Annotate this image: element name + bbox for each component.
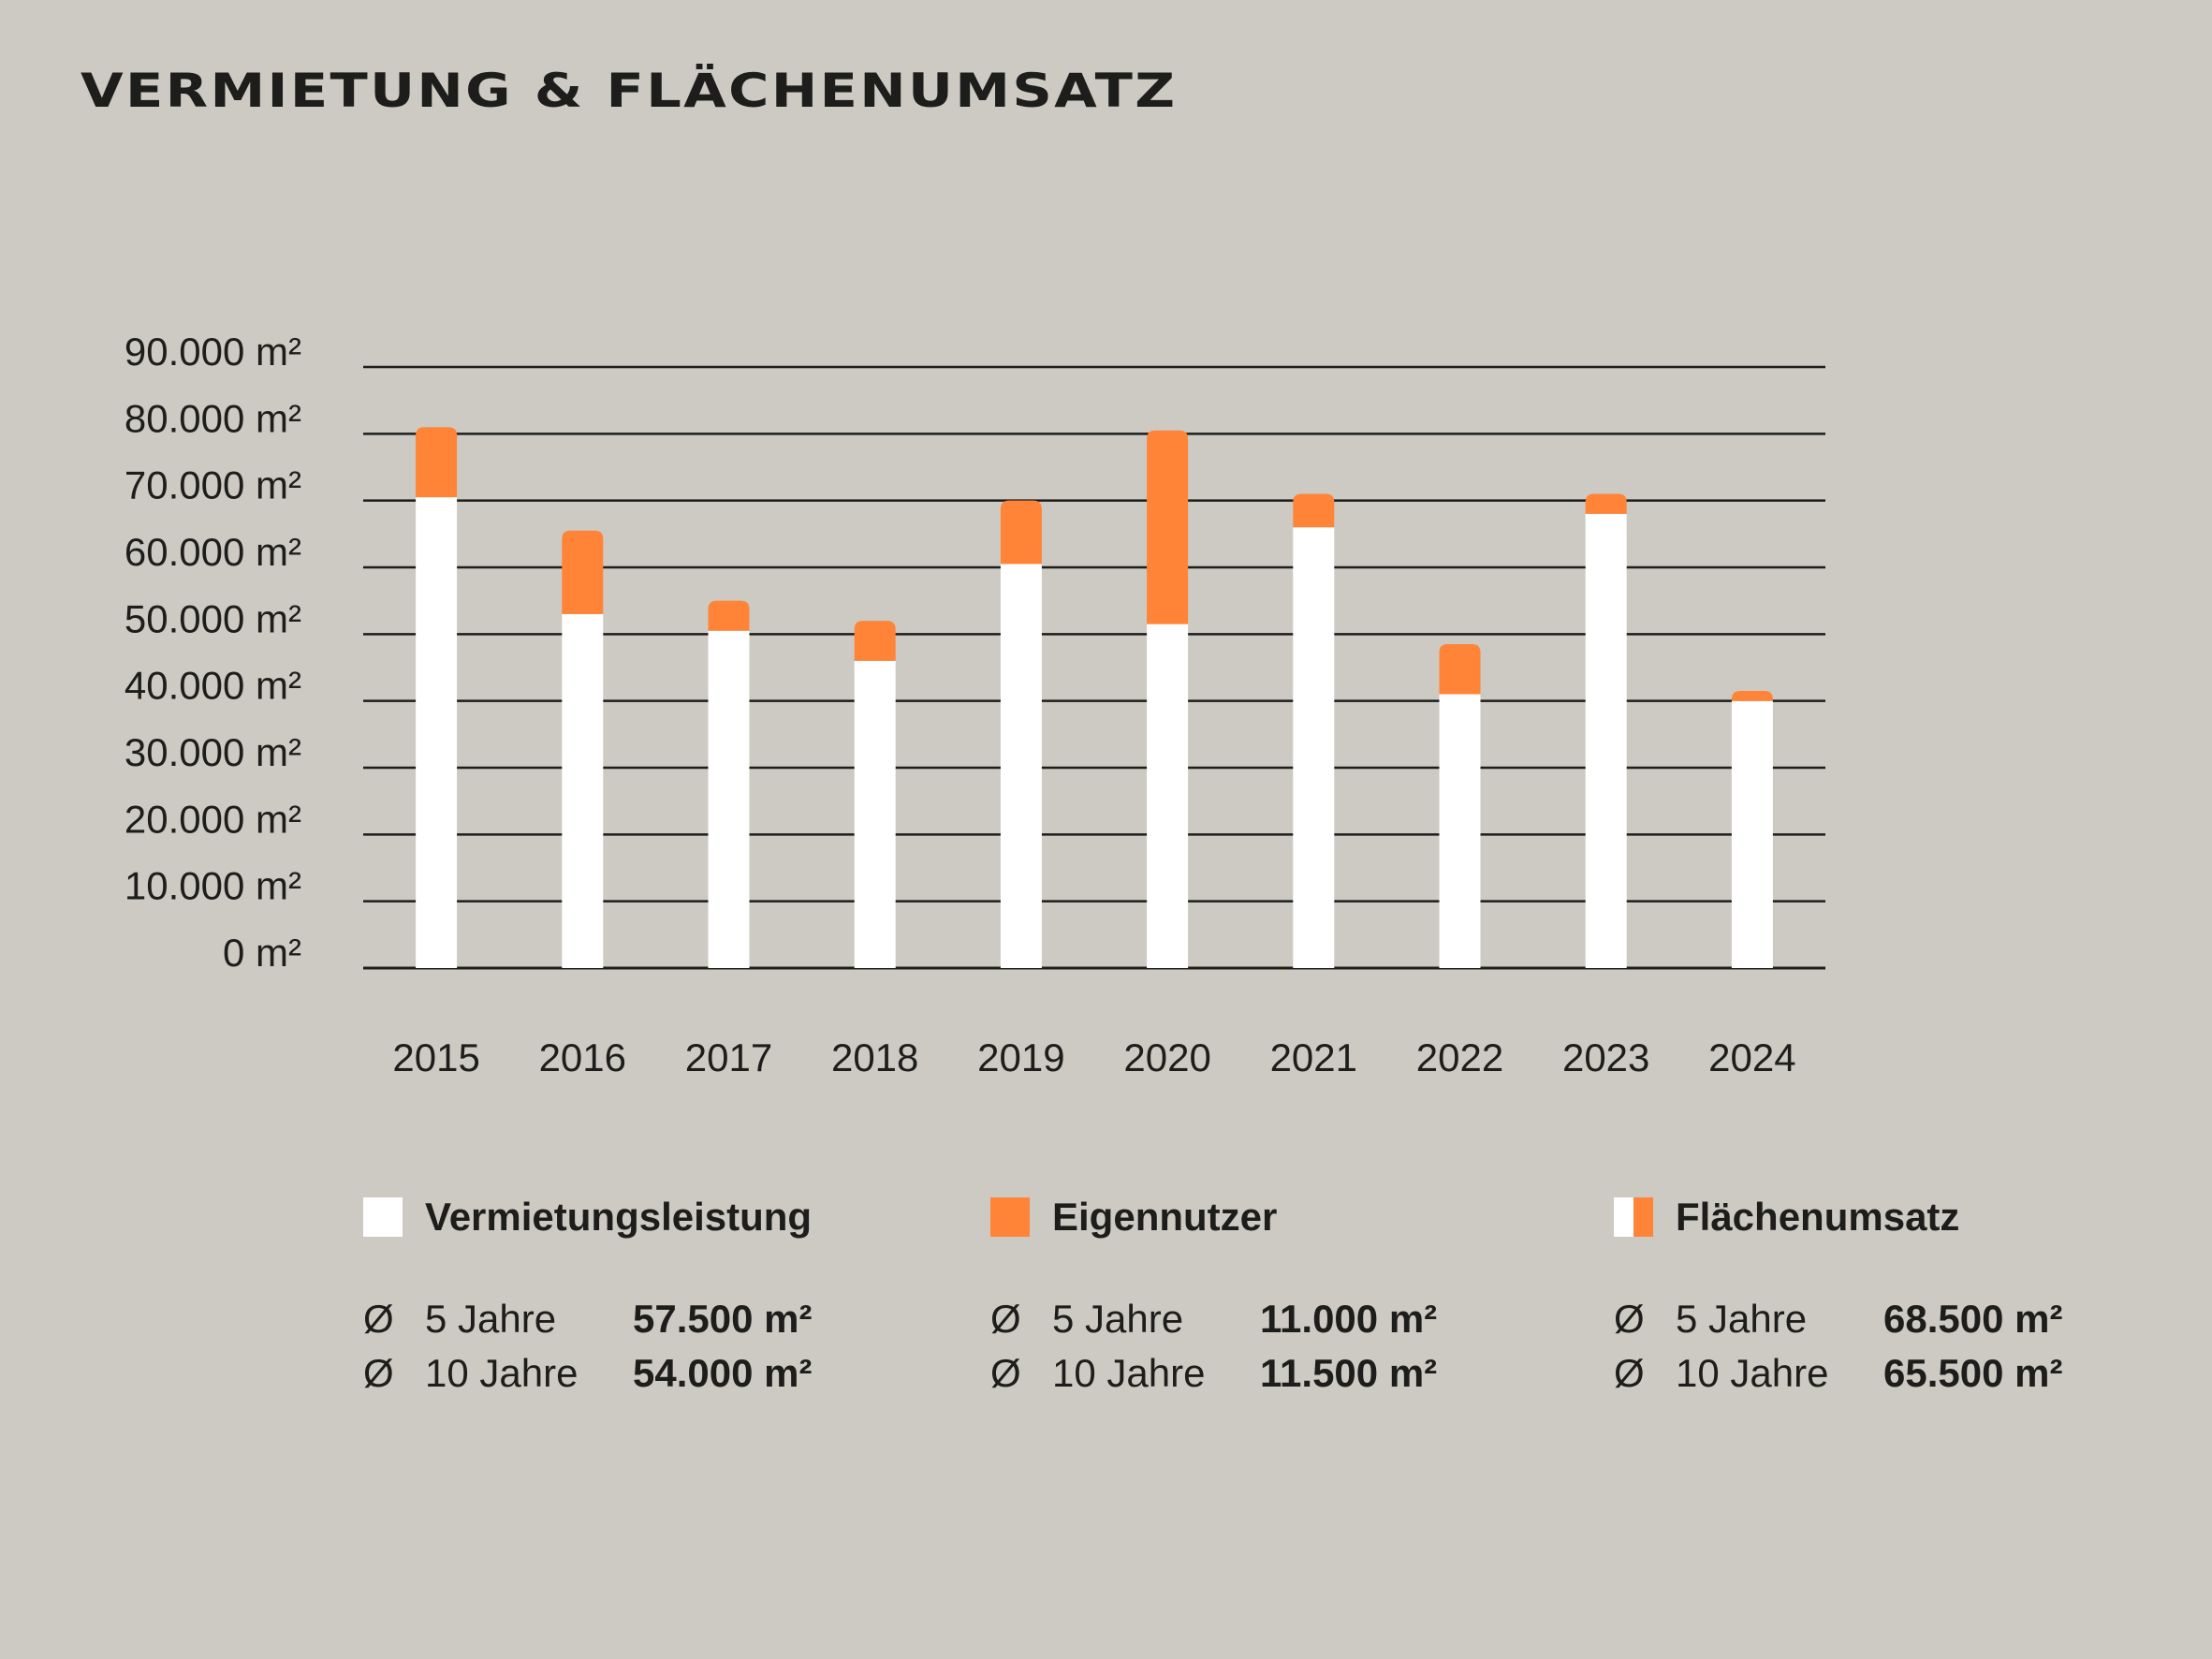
stat-value: 54.000 m²: [633, 1351, 813, 1395]
y-tick-label: 50.000 m²: [125, 596, 301, 640]
x-tick-label: 2017: [685, 1035, 772, 1079]
bar-vermietung-2016: [562, 613, 604, 968]
average-symbol: Ø: [1614, 1297, 1645, 1341]
stat-value: 11.000 m²: [1260, 1297, 1438, 1341]
y-tick-label: 20.000 m²: [125, 797, 301, 841]
y-tick-label: 0 m²: [223, 931, 301, 975]
legend-swatch-white: [363, 1197, 403, 1237]
stat-period: 10 Jahre: [1676, 1351, 1829, 1395]
stat-value: 11.500 m²: [1260, 1351, 1438, 1395]
bar-vermietung-2017: [708, 630, 750, 968]
x-tick-label: 2021: [1270, 1035, 1357, 1079]
stat-period: 10 Jahre: [425, 1351, 579, 1395]
average-symbol: Ø: [363, 1297, 394, 1341]
stat-row: Ø 5 Jahre 11.000 m²: [990, 1292, 1437, 1346]
legend-vermietungsleistung: Vermietungsleistung Ø 5 Jahre 57.500 m² …: [363, 1189, 812, 1401]
y-tick-label: 80.000 m²: [125, 396, 301, 440]
x-tick-label: 2015: [392, 1035, 479, 1079]
bar-vermietung-2015: [416, 497, 458, 968]
stat-value: 57.500 m²: [633, 1297, 813, 1341]
x-tick-label: 2020: [1123, 1035, 1210, 1079]
stat-row: Ø 10 Jahre 54.000 m²: [363, 1346, 812, 1401]
y-tick-label: 90.000 m²: [125, 330, 301, 374]
stat-period: 10 Jahre: [1052, 1351, 1206, 1395]
bar-eigennutzer-2017: [708, 600, 750, 631]
x-tick-label: 2022: [1416, 1035, 1503, 1079]
x-tick-label: 2023: [1562, 1035, 1649, 1079]
y-tick-label: 60.000 m²: [125, 530, 301, 574]
stat-row: Ø 10 Jahre 65.500 m²: [1614, 1346, 2062, 1401]
bar-vermietung-2023: [1585, 513, 1627, 968]
y-tick-label: 30.000 m²: [125, 730, 301, 774]
x-tick-label: 2024: [1708, 1035, 1795, 1079]
bar-eigennutzer-2015: [416, 427, 458, 498]
bar-eigennutzer-2019: [1000, 500, 1042, 565]
legend-eigennutzer: Eigennutzer Ø 5 Jahre 11.000 m² Ø 10 Jah…: [990, 1189, 1437, 1401]
stat-row: Ø 10 Jahre 11.500 m²: [990, 1346, 1437, 1401]
y-tick-label: 70.000 m²: [125, 463, 301, 507]
stat-period: 5 Jahre: [1052, 1297, 1184, 1341]
average-symbol: Ø: [363, 1351, 394, 1395]
bar-eigennutzer-2022: [1439, 644, 1481, 695]
average-symbol: Ø: [1614, 1351, 1645, 1395]
bar-vermietung-2021: [1293, 527, 1335, 968]
stat-row: Ø 5 Jahre 68.500 m²: [1614, 1292, 2062, 1346]
stat-value: 65.500 m²: [1883, 1351, 2063, 1395]
stat-period: 5 Jahre: [425, 1297, 557, 1341]
x-tick-label: 2018: [831, 1035, 918, 1079]
chart-title: VERMIETUNG & FLÄCHENUMSATZ: [81, 64, 1178, 118]
bar-vermietung-2024: [1731, 700, 1773, 968]
bar-eigennutzer-2018: [854, 621, 896, 661]
bar-eigennutzer-2020: [1147, 430, 1189, 624]
legend-label: Vermietungsleistung: [425, 1195, 813, 1239]
legend-label: Eigennutzer: [1052, 1195, 1278, 1239]
legend-flaechenumsatz: Flächenumsatz Ø 5 Jahre 68.500 m² Ø 10 J…: [1614, 1189, 2062, 1401]
bar-eigennutzer-2021: [1293, 493, 1335, 528]
stat-period: 5 Jahre: [1676, 1297, 1808, 1341]
bar-eigennutzer-2016: [562, 530, 604, 614]
bar-vermietung-2022: [1439, 694, 1481, 968]
stat-row: Ø 5 Jahre 57.500 m²: [363, 1292, 812, 1346]
x-tick-label: 2019: [977, 1035, 1064, 1079]
y-tick-label: 10.000 m²: [125, 864, 301, 908]
x-tick-label: 2016: [539, 1035, 626, 1079]
bar-eigennutzer-2024: [1731, 690, 1773, 701]
legend-swatch-split: [1614, 1197, 1653, 1237]
bar-vermietung-2019: [1000, 564, 1042, 968]
y-tick-label: 40.000 m²: [125, 664, 301, 708]
bar-vermietung-2020: [1147, 624, 1189, 968]
bar-eigennutzer-2023: [1585, 493, 1627, 514]
legend-swatch-orange: [990, 1197, 1030, 1237]
average-symbol: Ø: [990, 1297, 1021, 1341]
average-symbol: Ø: [990, 1351, 1021, 1395]
bar-vermietung-2018: [854, 660, 896, 968]
stat-value: 68.500 m²: [1883, 1297, 2063, 1341]
legend-label: Flächenumsatz: [1676, 1195, 1960, 1239]
